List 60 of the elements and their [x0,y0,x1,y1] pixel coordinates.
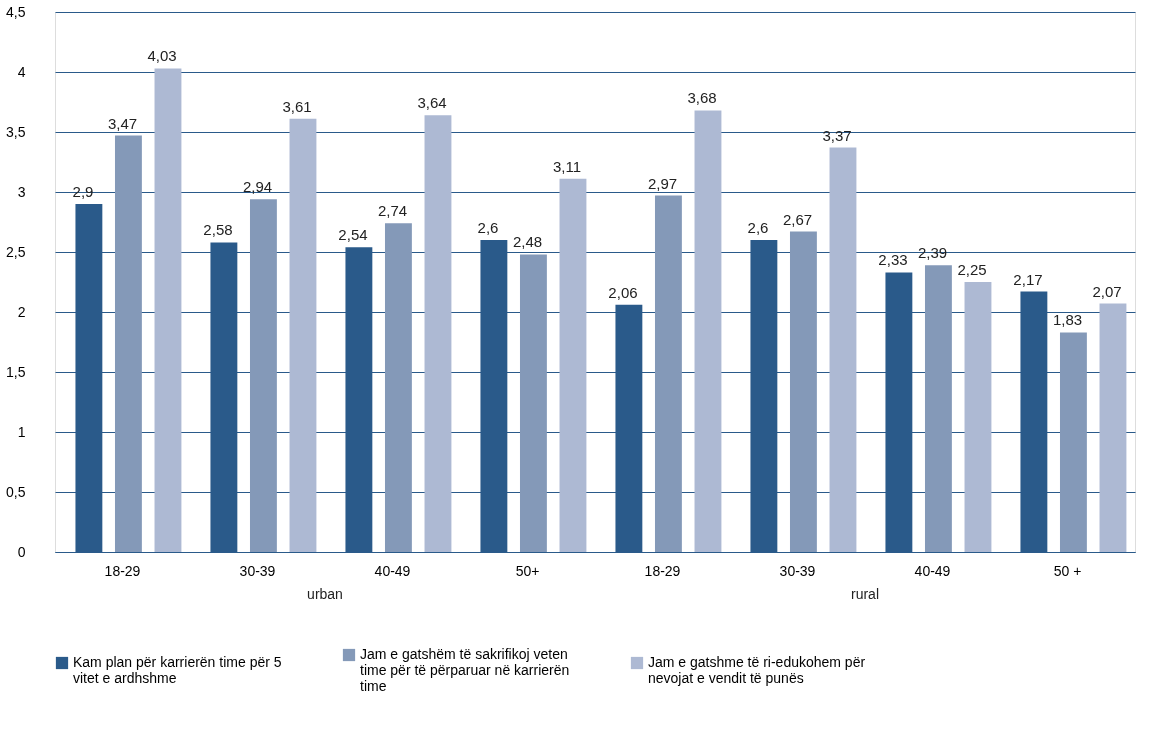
legend-label: Kam plan për karrierën time për 5 vitet e ardhshme [73,654,282,686]
bar [654,195,682,552]
data-label: 2,06 [608,283,638,301]
bar [964,282,992,552]
data-label: 2,6 [477,219,499,236]
bar [1099,303,1127,552]
x-tick-label: 50+ [515,562,540,579]
bar [924,265,952,552]
legend-label: Jam e gatshme të ri-edukohem për nevojat e vendit të punës [648,654,866,686]
y-tick-label: 4 [17,63,26,80]
y-tick-label: 2,5 [6,243,26,260]
y-tick-label: 1,5 [6,363,26,380]
bar [384,223,412,552]
y-tick-label: 0 [17,543,26,560]
bar [789,231,817,552]
data-label: 2,67 [782,210,813,228]
data-label: 2,58 [203,221,233,239]
y-tick-label: 1 [17,423,26,440]
data-label: 2,48 [512,233,543,251]
data-label: 2,74 [377,202,408,220]
data-label: 1,83 [1052,311,1083,329]
data-label: 2,54 [338,226,368,244]
text: rural [850,586,880,602]
y-tick-label: 2 [17,303,26,320]
data-label: 3,68 [687,89,717,107]
y-tick-label: 3 [17,183,26,200]
bar [424,115,452,552]
data-label: 4,03 [147,47,177,65]
bar [114,135,142,552]
bar [289,118,317,552]
x-tick-label: 18-29 [104,562,141,579]
y-tick-label: 0,5 [6,483,26,500]
x-tick-label: 18-29 [644,562,681,579]
data-label: 2,07 [1092,282,1122,300]
x-tick-label: 40-49 [374,562,411,579]
text: urban [307,586,343,602]
data-label: 2,94 [242,178,273,196]
bar [519,254,547,552]
y-tick-label: 4,5 [6,3,26,20]
x-tick-label: 40-49 [914,562,951,579]
x-tick-label: 50 + [1053,562,1082,579]
legend-label: Jam e gatshëm të sakrifikoj veten time për të përparuar në karrierën time [360,646,570,694]
data-label: 3,61 [282,97,312,115]
y-tick-label: 3,5 [6,123,26,140]
bar [154,68,182,552]
bar [829,147,857,552]
bar [559,178,587,552]
x-tick-label: 30-39 [779,562,816,579]
data-label: 3,64 [417,94,447,112]
bar [249,199,277,552]
data-label: 3,47 [107,114,138,132]
data-label: 2,97 [647,174,678,192]
bar [694,110,722,552]
data-label: 2,25 [957,261,987,278]
x-tick-label: 30-39 [239,562,276,579]
data-label: 2,33 [878,251,908,269]
bar [1059,332,1087,552]
data-label: 2,17 [1013,270,1043,288]
data-label: 3,11 [552,157,582,175]
data-label: 2,6 [747,219,769,236]
